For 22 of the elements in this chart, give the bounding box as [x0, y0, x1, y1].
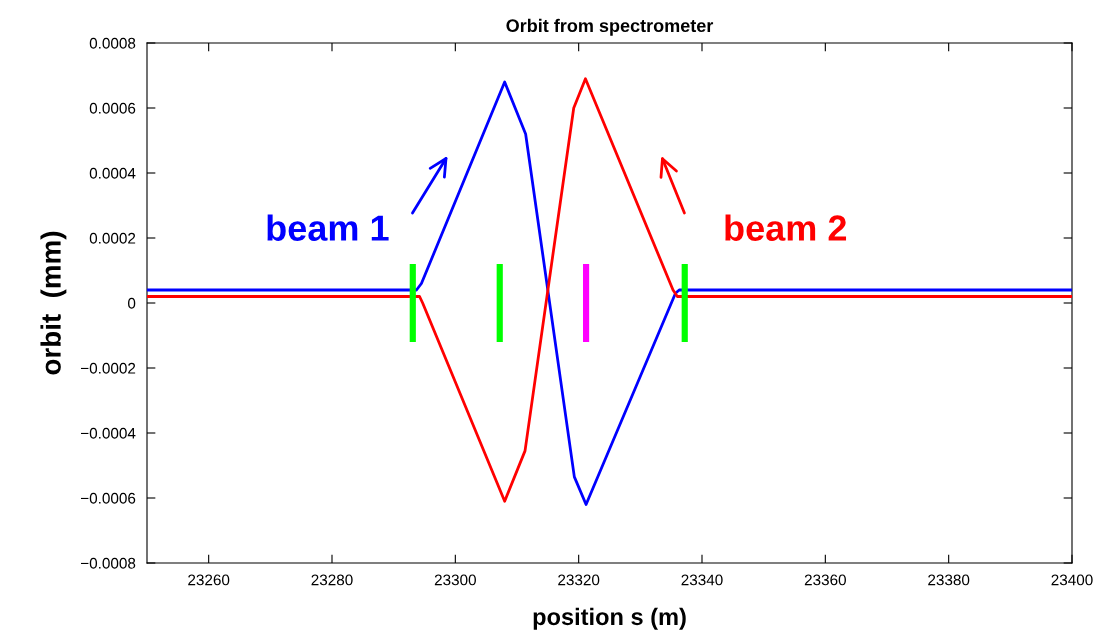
annotation: beam 2	[725, 214, 847, 241]
annotation: beam 1	[267, 214, 389, 241]
x-tick-label: 23280	[311, 574, 353, 586]
y-tick-label: 0	[127, 297, 136, 309]
y-tick-label: −0.0002	[81, 362, 136, 374]
x-tick-label: 23340	[681, 574, 723, 586]
y-tick-label: 0.0008	[89, 37, 136, 49]
x-tick-label: 23380	[928, 574, 970, 586]
y-axis-title: orbit (mm)	[40, 231, 67, 375]
x-tick-label: 23360	[804, 574, 846, 586]
y-tick-label: 0.0002	[89, 232, 136, 244]
x-tick-label: 23320	[558, 574, 600, 586]
x-axis-title: position s (m)	[533, 607, 686, 630]
y-tick-label: −0.0008	[81, 557, 136, 569]
chart-title: Orbit from spectrometer	[506, 18, 714, 36]
y-tick-label: 0.0006	[89, 102, 136, 114]
x-tick-label: 23400	[1051, 574, 1093, 586]
x-tick-label: 23260	[188, 574, 230, 586]
y-tick-label: 0.0004	[89, 167, 136, 179]
y-tick-label: −0.0006	[81, 492, 136, 504]
y-tick-label: −0.0004	[81, 427, 136, 439]
x-tick-label: 23300	[434, 574, 476, 586]
